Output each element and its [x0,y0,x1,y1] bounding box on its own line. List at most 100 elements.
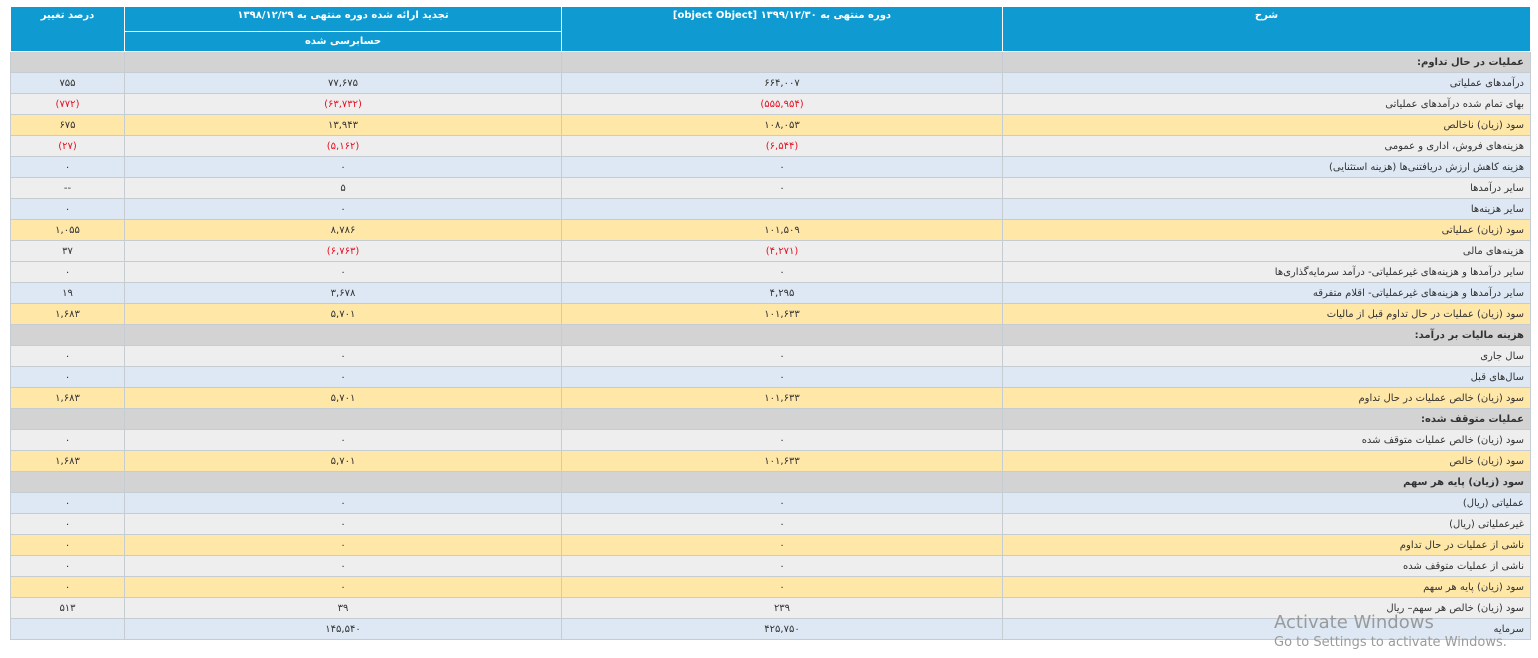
row-prior-value: ۵ [124,177,562,199]
row-prior-value: ۰ [124,156,562,178]
row-change-percent: ۰ [10,366,125,388]
row-change-percent: (۷۷۲) [10,93,125,115]
row-prior-value: ۵,۷۰۱ [124,450,562,472]
row-current-value: ۰ [561,534,1003,556]
row-change-percent: (۲۷) [10,135,125,157]
row-description: سود (زیان) خالص [1002,450,1531,472]
row-description: هزینه کاهش ارزش دریافتنی‌ها (هزینه استثن… [1002,156,1531,178]
row-current-value: (۶,۵۴۴) [561,135,1003,157]
row-change-percent: ۰ [10,198,125,220]
row-description: عملیات در حال تداوم: [1002,51,1531,73]
row-prior-value [124,408,562,430]
section-row: سود (زیان) پایه هر سهم [10,471,1531,493]
row-prior-value: ۰ [124,492,562,514]
row-prior-value: (۶۳,۷۳۲) [124,93,562,115]
row-change-percent: ۰ [10,513,125,535]
row-current-value: ۱۰۱,۶۳۳ [561,387,1003,409]
table-row: سایر هزینه‌ها ۰ ۰ [10,198,1531,220]
income-statement-table: شرح دوره منتهی به ۱۳۹۹/۱۲/۳۰ [object Obj… [10,6,1531,640]
row-description: هزینه‌های فروش، اداری و عمومی [1002,135,1531,157]
row-change-percent: ۶۷۵ [10,114,125,136]
table-row: بهای تمام شده درآمدهای عملیاتی (۵۵۵,۹۵۴)(… [10,93,1531,115]
table-body: عملیات در حال تداوم: درآمدهای عملیاتی ۶۶۴,… [10,51,1531,640]
row-prior-value: ۵,۷۰۱ [124,387,562,409]
row-change-percent: ۰ [10,345,125,367]
row-prior-value: ۰ [124,366,562,388]
table-row: سایر درآمدها و هزینه‌های غیرعملیاتی- درآ… [10,261,1531,283]
row-current-value: ۰ [561,261,1003,283]
row-description: عملیاتی (ریال) [1002,492,1531,514]
row-current-value: (۴,۲۷۱) [561,240,1003,262]
header-current-period: دوره منتهی به ۱۳۹۹/۱۲/۳۰ [object Object] [561,6,1003,52]
row-prior-value: ۰ [124,513,562,535]
row-change-percent: ۱,۶۸۳ [10,387,125,409]
row-current-value [561,198,1003,220]
row-current-value: ۶۶۴,۰۰۷ [561,72,1003,94]
row-description: سود (زیان) پایه هر سهم [1002,471,1531,493]
row-change-percent: ۱,۶۸۳ [10,450,125,472]
table-row: غیرعملیاتی (ریال) ۰ ۰ ۰ [10,513,1531,535]
row-description: ناشی از عملیات متوقف شده [1002,555,1531,577]
table-row: سود (زیان) خالص عملیات در حال تداوم ۱۰۱,۶… [10,387,1531,409]
table-row: هزینه‌های فروش، اداری و عمومی (۶,۵۴۴) (۵,۱… [10,135,1531,157]
row-current-value: ۰ [561,345,1003,367]
row-change-percent: ۷۵۵ [10,72,125,94]
row-prior-value: ۱۳,۹۴۳ [124,114,562,136]
header-prior-period-audited: حسابرسی شده [124,31,562,52]
row-current-value [561,471,1003,493]
row-change-percent [10,324,125,346]
row-current-value: ۱۰۱,۶۳۳ [561,303,1003,325]
row-current-value: ۰ [561,366,1003,388]
table-row: سایر درآمدها ۰ ۵ -- [10,177,1531,199]
row-change-percent: ۰ [10,576,125,598]
table-row: سود (زیان) ناخالص ۱۰۸,۰۵۳ ۱۳,۹۴۳ ۶۷۵ [10,114,1531,136]
table-row: سود (زیان) خالص عملیات متوقف شده ۰ ۰ ۰ [10,429,1531,451]
row-change-percent: -- [10,177,125,199]
row-prior-value: ۰ [124,429,562,451]
row-current-value: ۰ [561,492,1003,514]
row-prior-value: ۷۷,۶۷۵ [124,72,562,94]
row-prior-value: ۰ [124,555,562,577]
row-change-percent: ۱,۶۸۳ [10,303,125,325]
row-change-percent: ۰ [10,429,125,451]
row-description: سال جاری [1002,345,1531,367]
row-description: ناشی از عملیات در حال تداوم [1002,534,1531,556]
row-current-value [561,324,1003,346]
row-change-percent: ۱,۰۵۵ [10,219,125,241]
row-prior-value [124,51,562,73]
row-prior-value: ۵,۷۰۱ [124,303,562,325]
section-row: هزینه مالیات بر درآمد: [10,324,1531,346]
table-row: سال‌های قبل ۰ ۰ ۰ [10,366,1531,388]
row-description: سایر درآمدها و هزینه‌های غیرعملیاتی- اقل… [1002,282,1531,304]
table-row: هزینه‌های مالی (۴,۲۷۱) (۶,۷۶۳) ۳۷ [10,240,1531,262]
section-row: عملیات در حال تداوم: [10,51,1531,73]
row-description: سود (زیان) ناخالص [1002,114,1531,136]
row-description: سرمایه [1002,618,1531,640]
row-description: هزینه‌های مالی [1002,240,1531,262]
row-prior-value [124,324,562,346]
table-row: عملیاتی (ریال) ۰ ۰ ۰ [10,492,1531,514]
row-prior-value: (۵,۱۶۲) [124,135,562,157]
row-current-value: ۰ [561,513,1003,535]
table-row: ناشی از عملیات متوقف شده ۰ ۰ ۰ [10,555,1531,577]
row-change-percent [10,408,125,430]
row-description: بهای تمام شده درآمدهای عملیاتی [1002,93,1531,115]
row-description: سال‌های قبل [1002,366,1531,388]
row-change-percent [10,618,125,640]
row-current-value: ۴۲۵,۷۵۰ [561,618,1003,640]
row-description: سود (زیان) عملیات در حال تداوم قبل از ما… [1002,303,1531,325]
row-prior-value: ۰ [124,576,562,598]
row-prior-value: ۰ [124,534,562,556]
row-change-percent: ۳۷ [10,240,125,262]
row-prior-value: ۰ [124,198,562,220]
row-prior-value: ۰ [124,261,562,283]
row-current-value [561,408,1003,430]
header-description: شرح [1002,6,1531,52]
table-row: سود (زیان) عملیاتی ۱۰۱,۵۰۹ ۸,۷۸۶ ۱,۰۵۵ [10,219,1531,241]
row-current-value [561,51,1003,73]
row-change-percent: ۰ [10,261,125,283]
table-row: سود (زیان) خالص ۱۰۱,۶۳۳ ۵,۷۰۱ ۱,۶۸۳ [10,450,1531,472]
row-description: سایر درآمدها [1002,177,1531,199]
row-prior-value: ۸,۷۸۶ [124,219,562,241]
section-row: عملیات متوقف شده: [10,408,1531,430]
